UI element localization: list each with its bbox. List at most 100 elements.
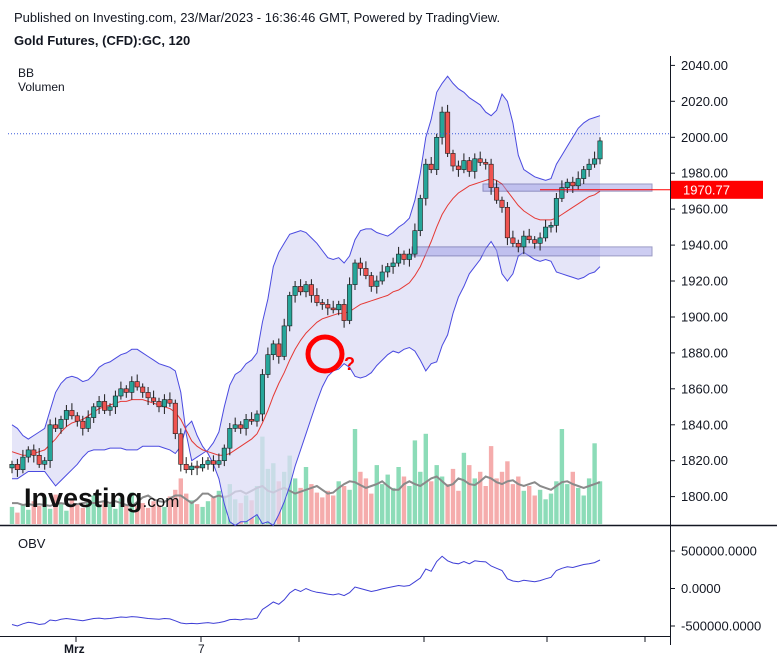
candle-body [521,235,527,248]
candle [53,417,59,432]
circle-annotation [305,334,345,374]
volume-bar [331,495,336,524]
volume-bar [521,490,526,525]
candle [455,160,461,177]
volume-bar [537,489,543,524]
volume-bar [298,487,303,524]
candle-body [145,392,151,399]
volume-bar [184,493,189,524]
candle [428,157,434,174]
volume-bar [450,468,456,524]
price-tick-label: 1980.00 [681,166,728,181]
volume-bar [543,499,548,524]
obv-panel[interactable] [11,555,601,627]
volume-bar [58,503,64,524]
candle-body [287,295,293,327]
volume-bar [96,506,102,524]
time-tick-label: 7 [198,642,205,656]
candle [259,369,265,422]
candle [494,180,500,204]
candle-body [63,410,69,420]
candle-body [167,399,173,404]
volume-bar [151,501,156,524]
candle-body [210,460,216,465]
last-price-tag [671,180,763,199]
candle [14,458,20,477]
candle [85,410,91,432]
candle-body [575,178,581,187]
candle [396,246,402,267]
candle [352,259,358,290]
candle-body [570,181,576,187]
price-tick-label: 1860.00 [681,381,728,396]
candle-body [434,137,440,170]
candle-body [254,413,260,422]
volume-bar [581,495,586,524]
volume-bar [396,467,401,524]
volume-bar [565,484,570,524]
candle-body [499,199,505,208]
time-axis[interactable]: Mrz 7 [64,636,646,656]
volume-bar [494,478,499,524]
candle-body [129,381,135,393]
candle [140,383,146,398]
volume-bar [407,486,412,524]
volume-bar [303,467,309,524]
candle [374,275,380,294]
candle [357,257,363,276]
candle-body [445,111,451,154]
candle [189,462,195,476]
volume-bar [194,504,200,524]
volume-bar [374,465,379,524]
volume-bar [20,504,26,524]
obv-tick-label: -500000.0000 [681,619,761,634]
volume-bar [516,476,521,524]
candle-body [401,253,407,260]
candle [47,419,53,468]
bb-indicator-label[interactable]: BB [18,66,35,80]
candle-body [80,420,86,429]
obv-indicator-label[interactable]: OBV [18,536,46,551]
obv-axis[interactable]: 500000.0000 0.0000 -500000.0000 [670,544,761,634]
volume-bar [439,476,445,524]
candle-body [243,419,249,429]
volume-bar [162,506,167,524]
candle [401,250,407,265]
volume-bar [86,502,91,524]
candle-body [581,169,587,179]
candle-body [14,463,20,470]
obv-tick-label: 500000.0000 [681,544,757,559]
candle [390,257,396,274]
candle-body [341,304,347,321]
volume-bar [401,476,407,524]
candle [221,444,227,467]
candle-body [156,401,162,408]
candle-body [91,406,97,418]
price-axis[interactable]: 1800.00 1820.00 1840.00 1860.00 1880.00 1900.… [670,58,763,504]
candle-body [123,388,129,393]
candle [112,390,118,414]
candle [249,412,255,425]
volume-bar [347,489,352,524]
main-price-panel[interactable] [8,75,670,527]
candle-body [406,253,412,260]
volume-bar [434,465,439,524]
candle-body [564,181,570,188]
price-tick-label: 1880.00 [681,345,728,360]
candle-body [548,225,554,228]
volume-bar [156,505,162,524]
candle [445,104,451,157]
volume-indicator-label[interactable]: Volumen [18,80,65,94]
candle-body [58,419,64,429]
volume-bar [37,505,42,524]
candle-body [308,284,314,296]
candle [330,300,336,314]
candle-body [183,463,189,470]
volume-bar [222,495,227,524]
candle-body [298,286,304,293]
candle [341,299,347,328]
volume-bar [309,484,314,524]
candle [553,193,559,233]
candle [477,151,483,166]
